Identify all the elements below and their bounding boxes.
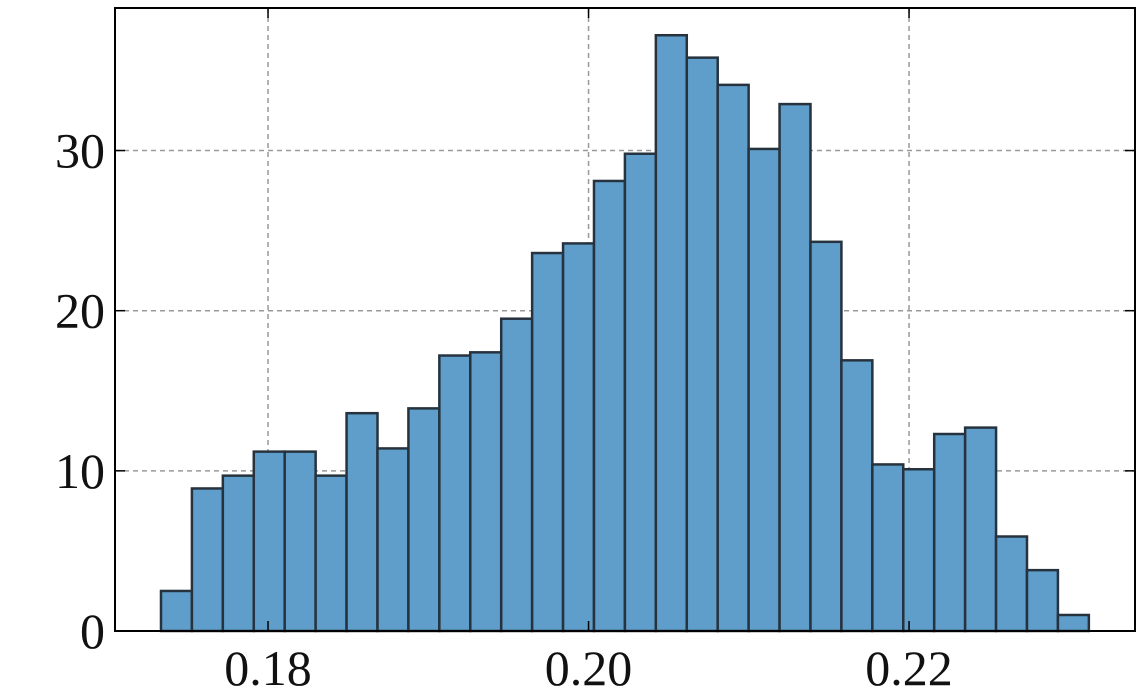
bar: [932, 432, 967, 633]
bar: [407, 407, 441, 633]
bar: [778, 102, 812, 633]
y-tick-label: 10: [55, 443, 105, 499]
bar: [1056, 613, 1091, 633]
bar: [283, 450, 317, 633]
y-tick-label: 30: [55, 123, 105, 179]
bar: [654, 33, 689, 633]
y-tick-label: 0: [80, 603, 105, 659]
bar: [963, 426, 998, 633]
bar: [840, 359, 874, 633]
x-tick-label: 0.18: [224, 640, 312, 693]
bar: [499, 317, 534, 633]
bar: [716, 83, 750, 633]
x-tick-label: 0.20: [545, 640, 633, 693]
bar: [623, 152, 658, 633]
bar: [530, 251, 565, 633]
bar: [314, 474, 348, 633]
bar: [159, 589, 194, 633]
bar: [221, 474, 256, 633]
bar: [438, 354, 472, 633]
bar: [345, 411, 379, 633]
y-tick-label: 20: [55, 283, 105, 339]
bar: [469, 351, 503, 633]
x-tick-label: 0.22: [865, 640, 953, 693]
bar: [902, 467, 936, 633]
bar: [190, 487, 225, 633]
bar: [747, 147, 781, 633]
bar: [252, 450, 286, 633]
bar: [685, 56, 719, 633]
bar: [561, 242, 596, 633]
bar: [994, 535, 1029, 633]
bar: [871, 463, 905, 633]
bar: [376, 447, 410, 633]
plot-frame: [114, 7, 1136, 632]
bar: [809, 240, 843, 633]
bar: [592, 179, 627, 633]
bar: [1025, 568, 1060, 633]
